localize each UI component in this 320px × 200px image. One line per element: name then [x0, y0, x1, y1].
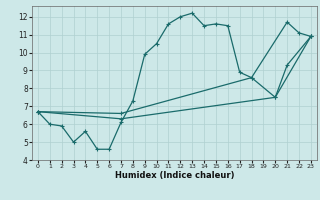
X-axis label: Humidex (Indice chaleur): Humidex (Indice chaleur) [115, 171, 234, 180]
